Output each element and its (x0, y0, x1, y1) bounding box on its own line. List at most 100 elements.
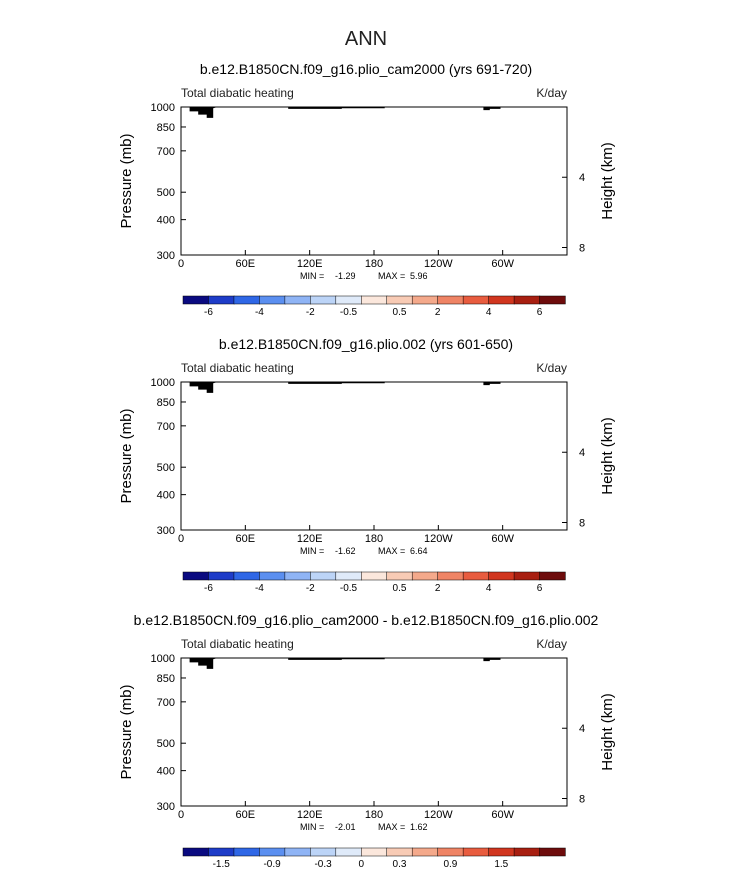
land-mass (189, 382, 218, 393)
colorbar-tick-label: 4 (486, 583, 492, 594)
y2-tick-label: 4 (579, 447, 585, 459)
colorbar-tick-label: -4 (255, 583, 264, 594)
y2-tick-label: 8 (579, 517, 585, 529)
colorbar-swatch (462, 295, 490, 305)
chart-title: b.e12.B1850CN.f09_g16.plio_cam2000 - b.e… (134, 612, 599, 628)
colorbar-tick-label: -6 (204, 307, 213, 318)
chart-panel-3: b.e12.B1850CN.f09_g16.plio_cam2000 - b.e… (118, 612, 616, 870)
x-tick-label: 120E (297, 258, 323, 270)
y-tick-label: 1000 (151, 102, 175, 114)
x-tick-label: 60W (491, 258, 514, 270)
plot-frame (180, 106, 568, 256)
colorbar-tick-label: 4 (486, 307, 492, 318)
y-tick-label: 300 (157, 525, 175, 537)
colorbar-swatch (488, 571, 515, 581)
y-tick-label: 1000 (151, 377, 175, 389)
panels-container: b.e12.B1850CN.f09_g16.plio_cam2000 (yrs … (118, 61, 616, 870)
colorbar-swatch (259, 295, 286, 305)
colorbar-tick-label: -6 (204, 583, 213, 594)
colorbar-swatch (513, 295, 541, 305)
colorbar-swatch (233, 571, 261, 581)
colorbar-swatch (284, 295, 311, 305)
colorbar-swatch (488, 295, 515, 305)
colorbar-swatch (259, 571, 286, 581)
chart-title: b.e12.B1850CN.f09_g16.plio_cam2000 (yrs … (200, 61, 532, 77)
colorbar-swatch (411, 571, 439, 581)
chart-title: b.e12.B1850CN.f09_g16.plio.002 (yrs 601-… (219, 336, 513, 352)
colorbar-swatch (539, 295, 566, 305)
land-mass (483, 382, 501, 386)
x-tick-label: 180 (365, 533, 383, 545)
x-tick-label: 180 (365, 258, 383, 270)
y-tick-label: 300 (157, 250, 175, 262)
colorbar-swatch (208, 295, 235, 305)
y-tick-label: 400 (157, 490, 175, 502)
colorbar-swatch (208, 571, 235, 581)
colorbar-tick-label: 0.5 (393, 583, 407, 594)
colorbar-swatch (437, 295, 464, 305)
stats-max-value: 6.64 (410, 546, 428, 556)
y-tick-label: 850 (157, 397, 175, 409)
stats-min-label: MIN = (300, 546, 324, 556)
colorbar-swatch (182, 295, 210, 305)
colorbar-swatch (386, 295, 413, 305)
y-tick-label: 500 (157, 462, 175, 474)
x-tick-label: 0 (178, 258, 184, 270)
right-string: K/day (536, 86, 567, 100)
colorbar-swatch (437, 571, 464, 581)
topography-mask (189, 382, 501, 393)
plot-frame (180, 381, 568, 531)
colorbar-tick-label: -2 (306, 307, 315, 318)
left-string: Total diabatic heating (181, 361, 294, 375)
colorbar-tick-label: -0.5 (340, 583, 358, 594)
colorbar-tick-label: 6 (537, 583, 543, 594)
x-tick-label: 60E (236, 533, 256, 545)
colorbar-swatch (182, 571, 210, 581)
topography-mask (189, 107, 501, 118)
stats-min-value: -1.62 (335, 546, 356, 556)
left-string: Total diabatic heating (181, 637, 294, 651)
colorbar-tick-label: -0.5 (340, 307, 358, 318)
chart-panel-1: b.e12.B1850CN.f09_g16.plio_cam2000 (yrs … (118, 61, 616, 318)
colorbar-swatch (310, 571, 337, 581)
y-tick-label: 700 (157, 146, 175, 158)
y2-tick-label: 4 (579, 172, 585, 184)
x-tick-label: 60E (236, 258, 256, 270)
colorbar-swatch (539, 571, 566, 581)
x-tick-label: 120W (424, 258, 453, 270)
y-axis-label: Pressure (mb) (118, 133, 135, 228)
x-tick-label: 60W (491, 533, 514, 545)
stats-max-value: 5.96 (410, 271, 428, 281)
colorbar-swatch (411, 295, 439, 305)
colorbar-swatch (310, 295, 337, 305)
stats-max-label: MAX = (378, 271, 405, 281)
x-tick-label: 0 (178, 533, 184, 545)
colorbar-swatch (386, 571, 413, 581)
stats-max-label: MAX = (378, 546, 405, 556)
y-tick-label: 850 (157, 122, 175, 134)
colorbar-tick-label: 6 (537, 307, 543, 318)
colorbar-swatch (335, 571, 362, 581)
colorbar-tick-label: 2 (435, 307, 441, 318)
colorbar: -6 -4 -2 -0.5 0.5 2 4 6 (182, 295, 566, 318)
y2-axis-label: Height (km) (599, 142, 616, 220)
colorbar-swatch (284, 571, 311, 581)
colorbar-swatch (361, 295, 388, 305)
x-tick-label: 120W (424, 533, 453, 545)
colorbar: -6 -4 -2 -0.5 0.5 2 4 6 (182, 571, 566, 594)
y-tick-label: 500 (157, 187, 175, 199)
right-string: K/day (536, 361, 567, 375)
colorbar-swatch (462, 571, 490, 581)
colorbar-swatch (335, 295, 362, 305)
figure-main-title: ANN (345, 28, 387, 50)
land-mass (189, 107, 218, 118)
colorbar-tick-label: 0.5 (393, 307, 407, 318)
left-string: Total diabatic heating (181, 86, 294, 100)
y-axis-label: Pressure (mb) (118, 408, 135, 503)
colorbar-swatch (233, 295, 261, 305)
y-tick-label: 700 (157, 421, 175, 433)
x-tick-label: 120E (297, 533, 323, 545)
colorbar-tick-label: 2 (435, 583, 441, 594)
y-tick-label: 400 (157, 215, 175, 227)
